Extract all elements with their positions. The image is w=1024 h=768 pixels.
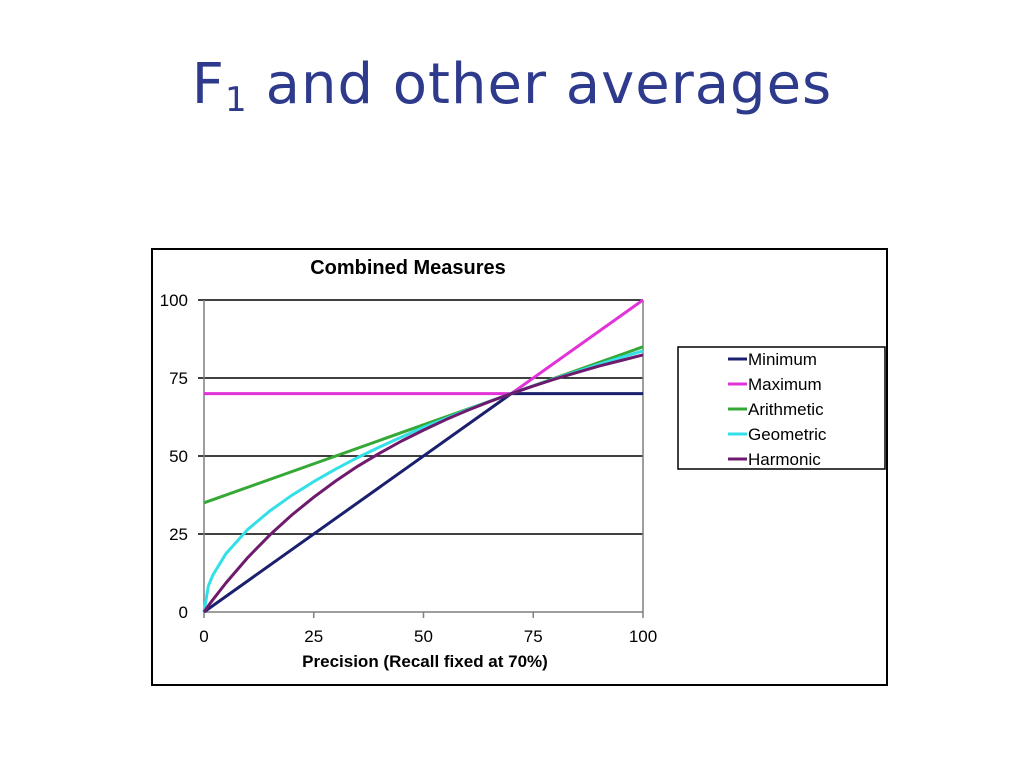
x-tick-label: 25 — [304, 627, 323, 646]
x-axis-label: Precision (Recall fixed at 70%) — [302, 652, 548, 671]
chart-title: Combined Measures — [310, 257, 506, 279]
y-tick-label: 0 — [179, 603, 188, 622]
x-tick-label: 100 — [629, 627, 657, 646]
legend-box — [677, 346, 886, 470]
y-tick-label: 100 — [160, 291, 188, 310]
legend-label-geometric: Geometric — [748, 425, 827, 444]
x-tick-label: 0 — [199, 627, 208, 646]
tick-labels: 0 25 50 75 100 0 25 50 75 100 — [160, 291, 658, 646]
title-subscript: 1 — [225, 80, 248, 120]
slide-title: F1 and other averages — [0, 52, 1024, 120]
series-line-harmonic — [202, 353, 644, 613]
y-tick-label: 25 — [169, 525, 188, 544]
legend-label-minimum: Minimum — [748, 350, 817, 369]
legend-label-maximum: Maximum — [748, 375, 822, 394]
series-lines — [202, 298, 644, 614]
x-tick-label: 75 — [524, 627, 543, 646]
legend: Minimum Maximum Arithmetic Geometric Harmoni… — [728, 350, 827, 469]
legend-label-harmonic: Harmonic — [748, 450, 821, 469]
y-tick-label: 75 — [169, 369, 188, 388]
title-rest: and other averages — [265, 52, 833, 117]
y-tick-label: 50 — [169, 447, 188, 466]
legend-label-arithmetic: Arithmetic — [748, 400, 824, 419]
x-tick-label: 50 — [414, 627, 433, 646]
title-main: F — [191, 52, 225, 117]
